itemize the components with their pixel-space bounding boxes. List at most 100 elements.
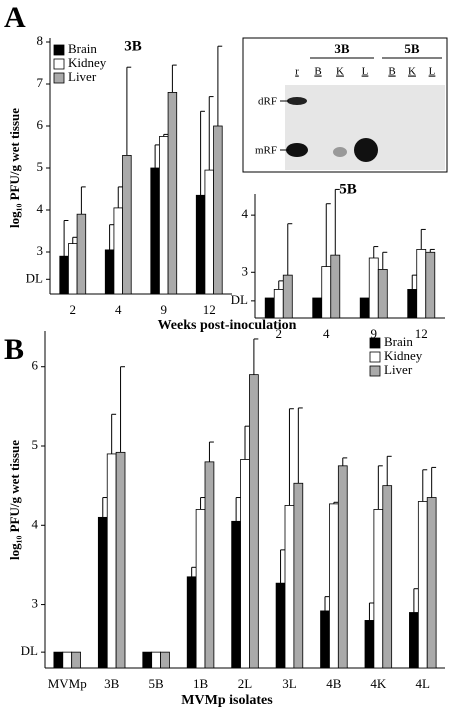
band-label: mRF bbox=[255, 145, 277, 157]
chart-title: 5B bbox=[339, 181, 357, 197]
bar bbox=[151, 651, 161, 669]
bar bbox=[320, 610, 330, 669]
panel-letter: A bbox=[4, 1, 26, 34]
lane-label: L bbox=[429, 66, 436, 78]
error-bar bbox=[377, 465, 383, 510]
bar bbox=[213, 125, 223, 295]
error-bar bbox=[422, 469, 428, 502]
x-tick-label: 4L bbox=[416, 676, 431, 691]
bar bbox=[104, 249, 115, 295]
legend-label: Liver bbox=[384, 362, 413, 377]
error-bar bbox=[244, 425, 250, 460]
x-tick-label: 5B bbox=[149, 676, 165, 691]
bar bbox=[195, 509, 206, 669]
bar bbox=[417, 501, 428, 669]
bar bbox=[106, 453, 117, 669]
legend-label: Brain bbox=[68, 41, 97, 56]
bar bbox=[426, 497, 437, 669]
bar bbox=[167, 92, 178, 295]
legend-label: Liver bbox=[68, 69, 97, 84]
bar bbox=[368, 257, 379, 319]
error-bar bbox=[420, 228, 426, 250]
lane-label: B bbox=[314, 66, 321, 78]
bar bbox=[204, 461, 215, 669]
bar bbox=[122, 154, 132, 295]
chart-title: 3B bbox=[124, 38, 142, 54]
bar bbox=[275, 582, 286, 669]
error-bar bbox=[382, 251, 388, 270]
bar bbox=[71, 651, 81, 669]
bar bbox=[68, 243, 78, 295]
y-tick-label: 4 bbox=[242, 206, 249, 221]
y-tick-label: 5 bbox=[32, 437, 39, 452]
bar bbox=[159, 136, 169, 295]
x-tick-label: MVMp bbox=[48, 676, 87, 691]
bar bbox=[293, 482, 304, 669]
error-bar bbox=[235, 497, 241, 522]
lane-label: B bbox=[388, 66, 395, 78]
error-bar bbox=[111, 413, 117, 454]
x-tick-label: 4 bbox=[115, 302, 122, 317]
bar bbox=[53, 651, 64, 669]
y-tick-label: DL bbox=[26, 270, 43, 285]
error-bar bbox=[109, 224, 114, 250]
error-bar bbox=[333, 501, 339, 504]
x-tick-label: 3L bbox=[282, 676, 297, 691]
legend-label: Kidney bbox=[68, 55, 107, 70]
bar bbox=[186, 576, 197, 669]
x-tick-label: 1B bbox=[193, 676, 209, 691]
error-bar bbox=[325, 203, 331, 267]
bar bbox=[62, 651, 73, 669]
bar bbox=[76, 213, 87, 295]
error-bar bbox=[431, 466, 437, 498]
x-tick-label: 12 bbox=[415, 326, 428, 341]
error-bar bbox=[324, 596, 330, 611]
y-tick-label: 4 bbox=[37, 201, 44, 216]
error-bar bbox=[208, 96, 214, 171]
y-tick-label: 3 bbox=[242, 263, 249, 278]
gel-band bbox=[287, 97, 307, 105]
band-label: dRF bbox=[258, 96, 277, 108]
bar bbox=[150, 167, 160, 295]
error-bar bbox=[63, 220, 69, 257]
lane-label: K bbox=[336, 66, 344, 78]
bar bbox=[330, 254, 341, 319]
y-axis-label: log₁₀ PFU/g wet tissue bbox=[7, 108, 22, 228]
x-tick-label: 3B bbox=[104, 676, 120, 691]
y-tick-label: 3 bbox=[37, 243, 44, 258]
x-axis-label: MVMp isolates bbox=[181, 693, 273, 708]
bar bbox=[284, 505, 295, 669]
y-tick-label: 7 bbox=[37, 75, 44, 90]
error-bar bbox=[208, 441, 214, 462]
error-bar bbox=[334, 188, 340, 256]
error-bar bbox=[287, 223, 293, 276]
error-bar bbox=[200, 110, 205, 196]
error-bar bbox=[72, 236, 78, 244]
bar bbox=[321, 266, 332, 319]
error-bar bbox=[411, 274, 417, 290]
error-bar bbox=[191, 566, 197, 577]
gel-band bbox=[286, 143, 308, 157]
panel-letter: B bbox=[4, 333, 24, 366]
bar bbox=[359, 297, 370, 319]
x-tick-label: 9 bbox=[161, 302, 168, 317]
error-bar bbox=[80, 186, 86, 215]
x-axis-label: Weeks post-inoculation bbox=[158, 318, 297, 333]
bar bbox=[416, 249, 427, 319]
lane-label: L bbox=[362, 66, 369, 78]
legend-label: Kidney bbox=[384, 348, 423, 363]
bar bbox=[364, 620, 375, 669]
error-bar bbox=[429, 248, 435, 253]
error-bar bbox=[280, 549, 285, 584]
error-bar bbox=[217, 45, 223, 126]
y-tick-label: 6 bbox=[32, 358, 39, 373]
bar bbox=[425, 251, 436, 319]
x-tick-label: 4B bbox=[326, 676, 342, 691]
y-tick-label: 4 bbox=[32, 516, 39, 531]
y-tick-label: 5 bbox=[37, 159, 44, 174]
error-bar bbox=[288, 408, 294, 506]
error-bar bbox=[413, 588, 419, 613]
x-tick-label: 2L bbox=[238, 676, 253, 691]
y-axis-label: log₁₀ PFU/g wet tissue bbox=[7, 440, 22, 560]
